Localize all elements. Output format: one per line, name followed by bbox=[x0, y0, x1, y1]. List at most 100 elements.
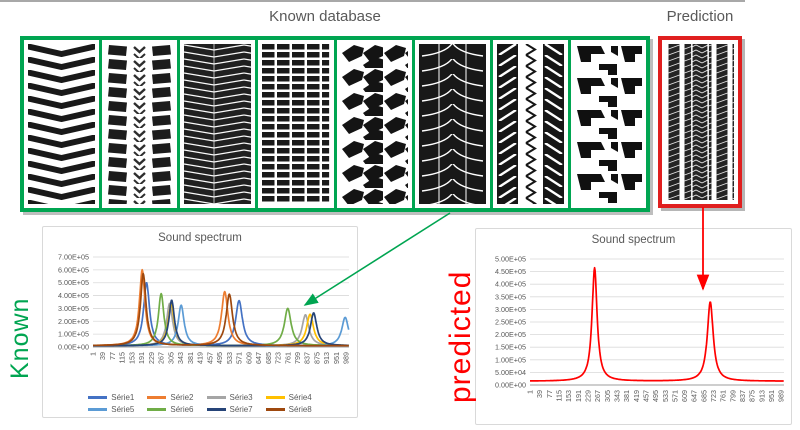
svg-text:837: 837 bbox=[738, 390, 747, 402]
legend-item: Série5 bbox=[88, 405, 134, 414]
svg-text:799: 799 bbox=[293, 352, 302, 364]
tread-thumbnail-5 bbox=[336, 40, 412, 208]
legend-label: Série6 bbox=[170, 405, 194, 414]
legend-label: Série5 bbox=[111, 405, 135, 414]
svg-text:5.00E+05: 5.00E+05 bbox=[58, 278, 89, 287]
tire-tread-pattern-slash-ribs bbox=[496, 44, 564, 204]
svg-text:875: 875 bbox=[748, 390, 757, 402]
legend-line-swatch bbox=[147, 408, 167, 411]
svg-text:115: 115 bbox=[118, 352, 127, 363]
svg-text:343: 343 bbox=[612, 390, 621, 402]
svg-text:609: 609 bbox=[244, 352, 253, 364]
svg-text:571: 571 bbox=[235, 352, 244, 364]
svg-text:647: 647 bbox=[690, 390, 699, 402]
svg-text:3.50E+05: 3.50E+05 bbox=[495, 292, 526, 301]
svg-text:4.50E+05: 4.50E+05 bbox=[495, 267, 526, 276]
svg-text:1.50E+05: 1.50E+05 bbox=[495, 343, 526, 352]
known-database-box bbox=[20, 36, 650, 212]
svg-text:381: 381 bbox=[622, 390, 631, 402]
tire-tread-pattern-fine-chevron bbox=[184, 44, 252, 204]
svg-text:951: 951 bbox=[767, 390, 776, 402]
legend-label: Série2 bbox=[170, 393, 194, 402]
prediction-box bbox=[658, 36, 742, 208]
svg-text:229: 229 bbox=[583, 390, 592, 402]
tire-tread-pattern-mud-lugs bbox=[340, 44, 408, 204]
svg-text:6.00E+05: 6.00E+05 bbox=[58, 265, 89, 274]
svg-text:837: 837 bbox=[303, 352, 312, 364]
svg-text:533: 533 bbox=[225, 352, 234, 364]
legend-row: Série5 Série6 Série7 Série8 bbox=[43, 405, 357, 414]
svg-text:457: 457 bbox=[205, 352, 214, 364]
svg-text:4.00E+05: 4.00E+05 bbox=[495, 280, 526, 289]
legend-line-swatch bbox=[88, 396, 108, 399]
predicted-rotated-label: predicted bbox=[444, 270, 477, 404]
known-rotated-label: Known bbox=[6, 297, 34, 379]
svg-text:761: 761 bbox=[283, 352, 292, 364]
predicted-spectrum-chart-panel: Sound spectrum 0.00E+00 5.00E+04 1.00E+05 1… bbox=[475, 228, 792, 425]
legend-item: Série2 bbox=[147, 393, 194, 402]
tire-tread-pattern-curved-ribs bbox=[418, 44, 486, 204]
svg-text:2.00E+05: 2.00E+05 bbox=[495, 330, 526, 339]
svg-text:723: 723 bbox=[274, 352, 283, 364]
legend-item: Série4 bbox=[265, 393, 312, 402]
tread-thumbnail-2 bbox=[102, 40, 178, 208]
tread-thumbnail-3 bbox=[180, 40, 256, 208]
tread-thumbnail-4 bbox=[258, 40, 334, 208]
svg-text:3.00E+05: 3.00E+05 bbox=[58, 304, 89, 313]
slide-top-border bbox=[0, 0, 745, 2]
tire-tread-pattern-side-blocks bbox=[106, 44, 174, 204]
svg-text:7.00E+05: 7.00E+05 bbox=[58, 253, 89, 262]
tread-thumbnail-8 bbox=[570, 40, 646, 208]
svg-text:267: 267 bbox=[157, 352, 166, 364]
legend-label: Série3 bbox=[229, 393, 253, 402]
svg-text:495: 495 bbox=[651, 390, 660, 402]
known-chart-legend: Série1 Série2 Série3 Série4 Série5 Série6 Séri… bbox=[43, 393, 357, 414]
svg-text:153: 153 bbox=[127, 352, 136, 364]
svg-text:77: 77 bbox=[545, 390, 554, 398]
svg-text:875: 875 bbox=[312, 352, 321, 364]
tread-thumbnail-1 bbox=[24, 40, 100, 208]
svg-text:77: 77 bbox=[108, 352, 117, 360]
svg-text:1: 1 bbox=[89, 352, 98, 356]
svg-text:799: 799 bbox=[728, 390, 737, 402]
legend-item: Série8 bbox=[265, 405, 312, 414]
svg-text:3.00E+05: 3.00E+05 bbox=[495, 305, 526, 314]
legend-line-swatch bbox=[265, 396, 285, 399]
svg-text:761: 761 bbox=[719, 390, 728, 402]
tire-tread-pattern-chevron-herringbone-bold bbox=[28, 44, 96, 204]
svg-text:343: 343 bbox=[176, 352, 185, 364]
svg-text:0.00E+00: 0.00E+00 bbox=[58, 343, 89, 352]
svg-text:647: 647 bbox=[254, 352, 263, 364]
svg-text:39: 39 bbox=[535, 390, 544, 398]
tire-tread-pattern-prediction bbox=[666, 44, 734, 200]
tire-tread-pattern-hook-blocks bbox=[574, 44, 642, 204]
svg-text:2.00E+05: 2.00E+05 bbox=[58, 317, 89, 326]
legend-label: Série7 bbox=[229, 405, 253, 414]
predicted-chart-title: Sound spectrum bbox=[591, 234, 676, 246]
svg-text:723: 723 bbox=[709, 390, 718, 402]
legend-item: Série7 bbox=[206, 405, 253, 414]
svg-text:39: 39 bbox=[98, 352, 107, 360]
svg-text:115: 115 bbox=[554, 390, 563, 401]
svg-text:951: 951 bbox=[332, 352, 341, 364]
legend-line-swatch bbox=[147, 396, 167, 399]
legend-line-swatch bbox=[88, 408, 108, 411]
svg-text:533: 533 bbox=[661, 390, 670, 402]
predicted-spectrum-plot: 0.00E+00 5.00E+04 1.00E+05 1.50E+05 2.00E+05… bbox=[495, 255, 786, 403]
svg-text:305: 305 bbox=[166, 352, 175, 364]
svg-text:685: 685 bbox=[699, 390, 708, 402]
svg-text:4.00E+05: 4.00E+05 bbox=[58, 291, 89, 300]
svg-text:685: 685 bbox=[264, 352, 273, 364]
svg-text:495: 495 bbox=[215, 352, 224, 364]
svg-text:191: 191 bbox=[574, 390, 583, 402]
svg-text:2.50E+05: 2.50E+05 bbox=[495, 318, 526, 327]
tire-tread-pattern-striped-ribs bbox=[262, 44, 330, 204]
svg-text:1.00E+05: 1.00E+05 bbox=[58, 330, 89, 339]
svg-text:913: 913 bbox=[322, 352, 331, 364]
svg-text:1: 1 bbox=[526, 390, 535, 394]
prediction-label: Prediction bbox=[666, 8, 734, 25]
svg-text:571: 571 bbox=[670, 390, 679, 402]
svg-text:0.00E+00: 0.00E+00 bbox=[495, 381, 526, 390]
svg-text:381: 381 bbox=[186, 352, 195, 364]
known-chart-title: Sound spectrum bbox=[158, 232, 242, 244]
